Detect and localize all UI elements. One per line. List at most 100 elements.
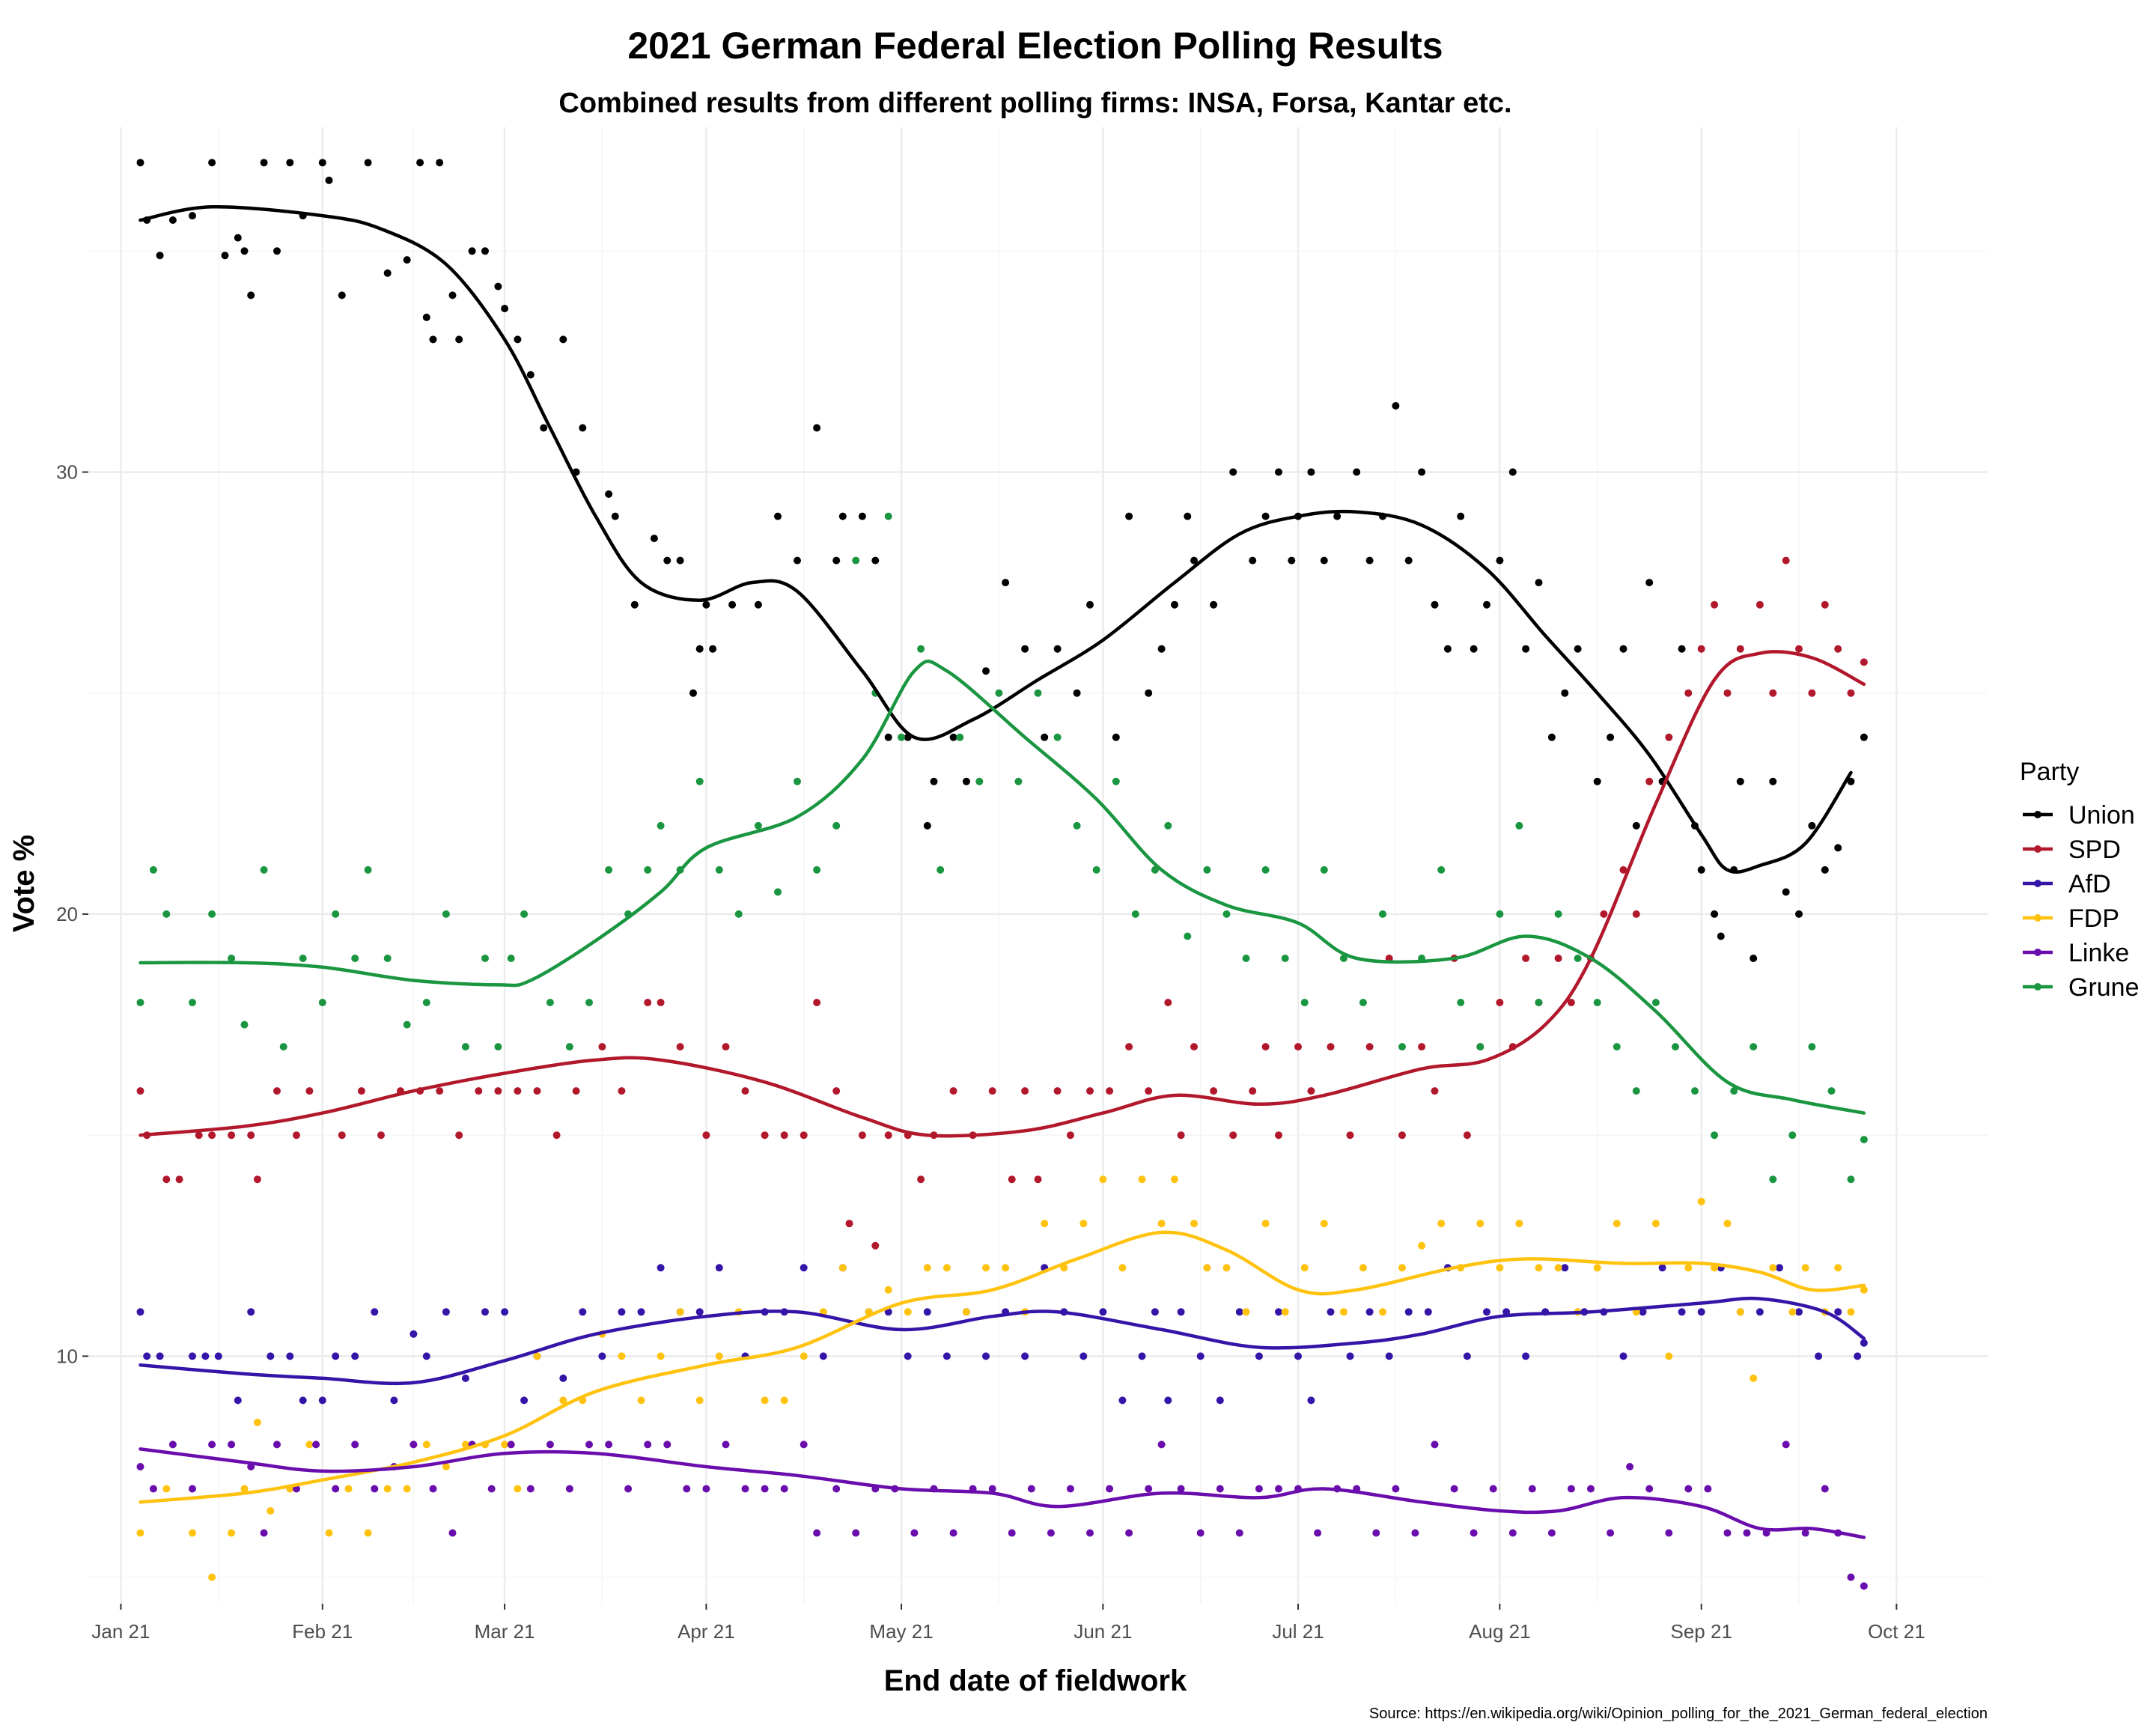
point-fdp (240, 1485, 249, 1493)
point-linke (1567, 1485, 1575, 1493)
point-grune (956, 733, 964, 741)
point-spd (1294, 1043, 1302, 1051)
point-grune (1476, 1043, 1484, 1051)
point-spd (1496, 999, 1504, 1006)
point-fdp (403, 1485, 411, 1493)
x-tick-label: Sep 21 (1671, 1620, 1732, 1643)
trend-line-fdp (138, 1230, 1866, 1504)
point-spd (618, 1087, 626, 1095)
point-afd (1177, 1308, 1185, 1316)
point-fdp (1379, 1308, 1386, 1316)
point-union (1157, 645, 1166, 653)
point-spd (884, 1131, 892, 1140)
x-tick-label: Mar 21 (475, 1620, 535, 1643)
point-grune (644, 865, 652, 874)
point-spd (1106, 1087, 1114, 1095)
point-afd (1216, 1396, 1224, 1405)
point-union (1769, 777, 1777, 785)
legend-item-afd: AfD (2023, 870, 2111, 898)
point-fdp (1079, 1220, 1088, 1228)
point-grune (1300, 999, 1309, 1006)
point-spd (1736, 645, 1744, 653)
point-grune (1827, 1087, 1836, 1095)
point-afd (318, 1396, 326, 1405)
point-fdp (1684, 1264, 1693, 1272)
point-spd (741, 1087, 749, 1095)
point-linke (1782, 1440, 1790, 1449)
point-afd (189, 1352, 196, 1360)
point-fdp (761, 1396, 769, 1405)
point-fdp (1418, 1241, 1426, 1250)
point-fdp (657, 1352, 665, 1360)
point-linke (761, 1485, 769, 1493)
point-fdp (208, 1573, 216, 1581)
point-union (689, 689, 697, 697)
point-afd (1755, 1308, 1764, 1316)
point-grune (1496, 910, 1504, 918)
point-spd (1554, 955, 1562, 962)
point-union (1593, 777, 1601, 785)
point-union (1795, 910, 1803, 918)
point-linke (1255, 1485, 1263, 1493)
point-union (1086, 600, 1094, 609)
point-afd (1619, 1352, 1627, 1360)
y-axis-label: Vote % (7, 835, 40, 932)
point-fdp (1138, 1175, 1146, 1184)
point-spd (917, 1175, 925, 1184)
point-union (247, 291, 255, 299)
point-afd (351, 1352, 359, 1360)
point-grune (481, 955, 489, 962)
point-grune (884, 512, 892, 520)
point-grune (1457, 999, 1465, 1006)
point-union (189, 212, 196, 220)
point-spd (800, 1131, 808, 1140)
point-spd (1567, 999, 1575, 1006)
point-union (728, 600, 737, 609)
point-union (1145, 689, 1153, 697)
point-linke (332, 1485, 340, 1493)
point-union (1470, 645, 1478, 653)
point-linke (168, 1440, 177, 1449)
point-fdp (1554, 1264, 1562, 1272)
point-union (1496, 556, 1504, 565)
point-union (1782, 888, 1790, 896)
point-spd (1086, 1087, 1094, 1095)
series-linke (136, 1440, 1868, 1590)
point-union (514, 335, 522, 344)
point-union (1483, 600, 1490, 609)
point-union (1736, 777, 1744, 785)
point-union (481, 247, 489, 255)
point-grune (995, 689, 1003, 697)
axes: Jan 21 Feb 21 Mar 21 Apr 21 May 21 Jun 21 Jul … (56, 461, 1925, 1643)
point-linke (565, 1485, 573, 1493)
point-spd (845, 1220, 853, 1228)
point-linke (1372, 1529, 1380, 1537)
point-spd (136, 1087, 144, 1095)
point-spd (1847, 689, 1855, 697)
point-grune (1222, 910, 1231, 918)
point-grune (1073, 821, 1081, 830)
point-linke (910, 1529, 919, 1537)
point-grune (1750, 1043, 1758, 1051)
point-spd (644, 999, 652, 1006)
point-spd (552, 1131, 561, 1140)
point-fdp (1339, 1308, 1348, 1316)
point-afd (409, 1330, 418, 1338)
point-linke (1704, 1485, 1712, 1493)
point-afd (247, 1308, 255, 1316)
point-spd (988, 1087, 996, 1095)
point-fdp (1496, 1264, 1504, 1272)
point-fdp (1281, 1308, 1289, 1316)
point-spd (1600, 910, 1608, 918)
point-spd (228, 1131, 236, 1140)
point-afd (1860, 1339, 1868, 1347)
point-afd (1346, 1352, 1354, 1360)
point-fdp (1437, 1220, 1446, 1228)
trend-line-grune (138, 660, 1866, 1115)
point-grune (1320, 865, 1328, 874)
point-linke (702, 1485, 710, 1493)
point-afd (1275, 1308, 1282, 1316)
point-fdp (1171, 1175, 1178, 1184)
point-grune (1164, 821, 1172, 830)
point-grune (332, 910, 340, 918)
